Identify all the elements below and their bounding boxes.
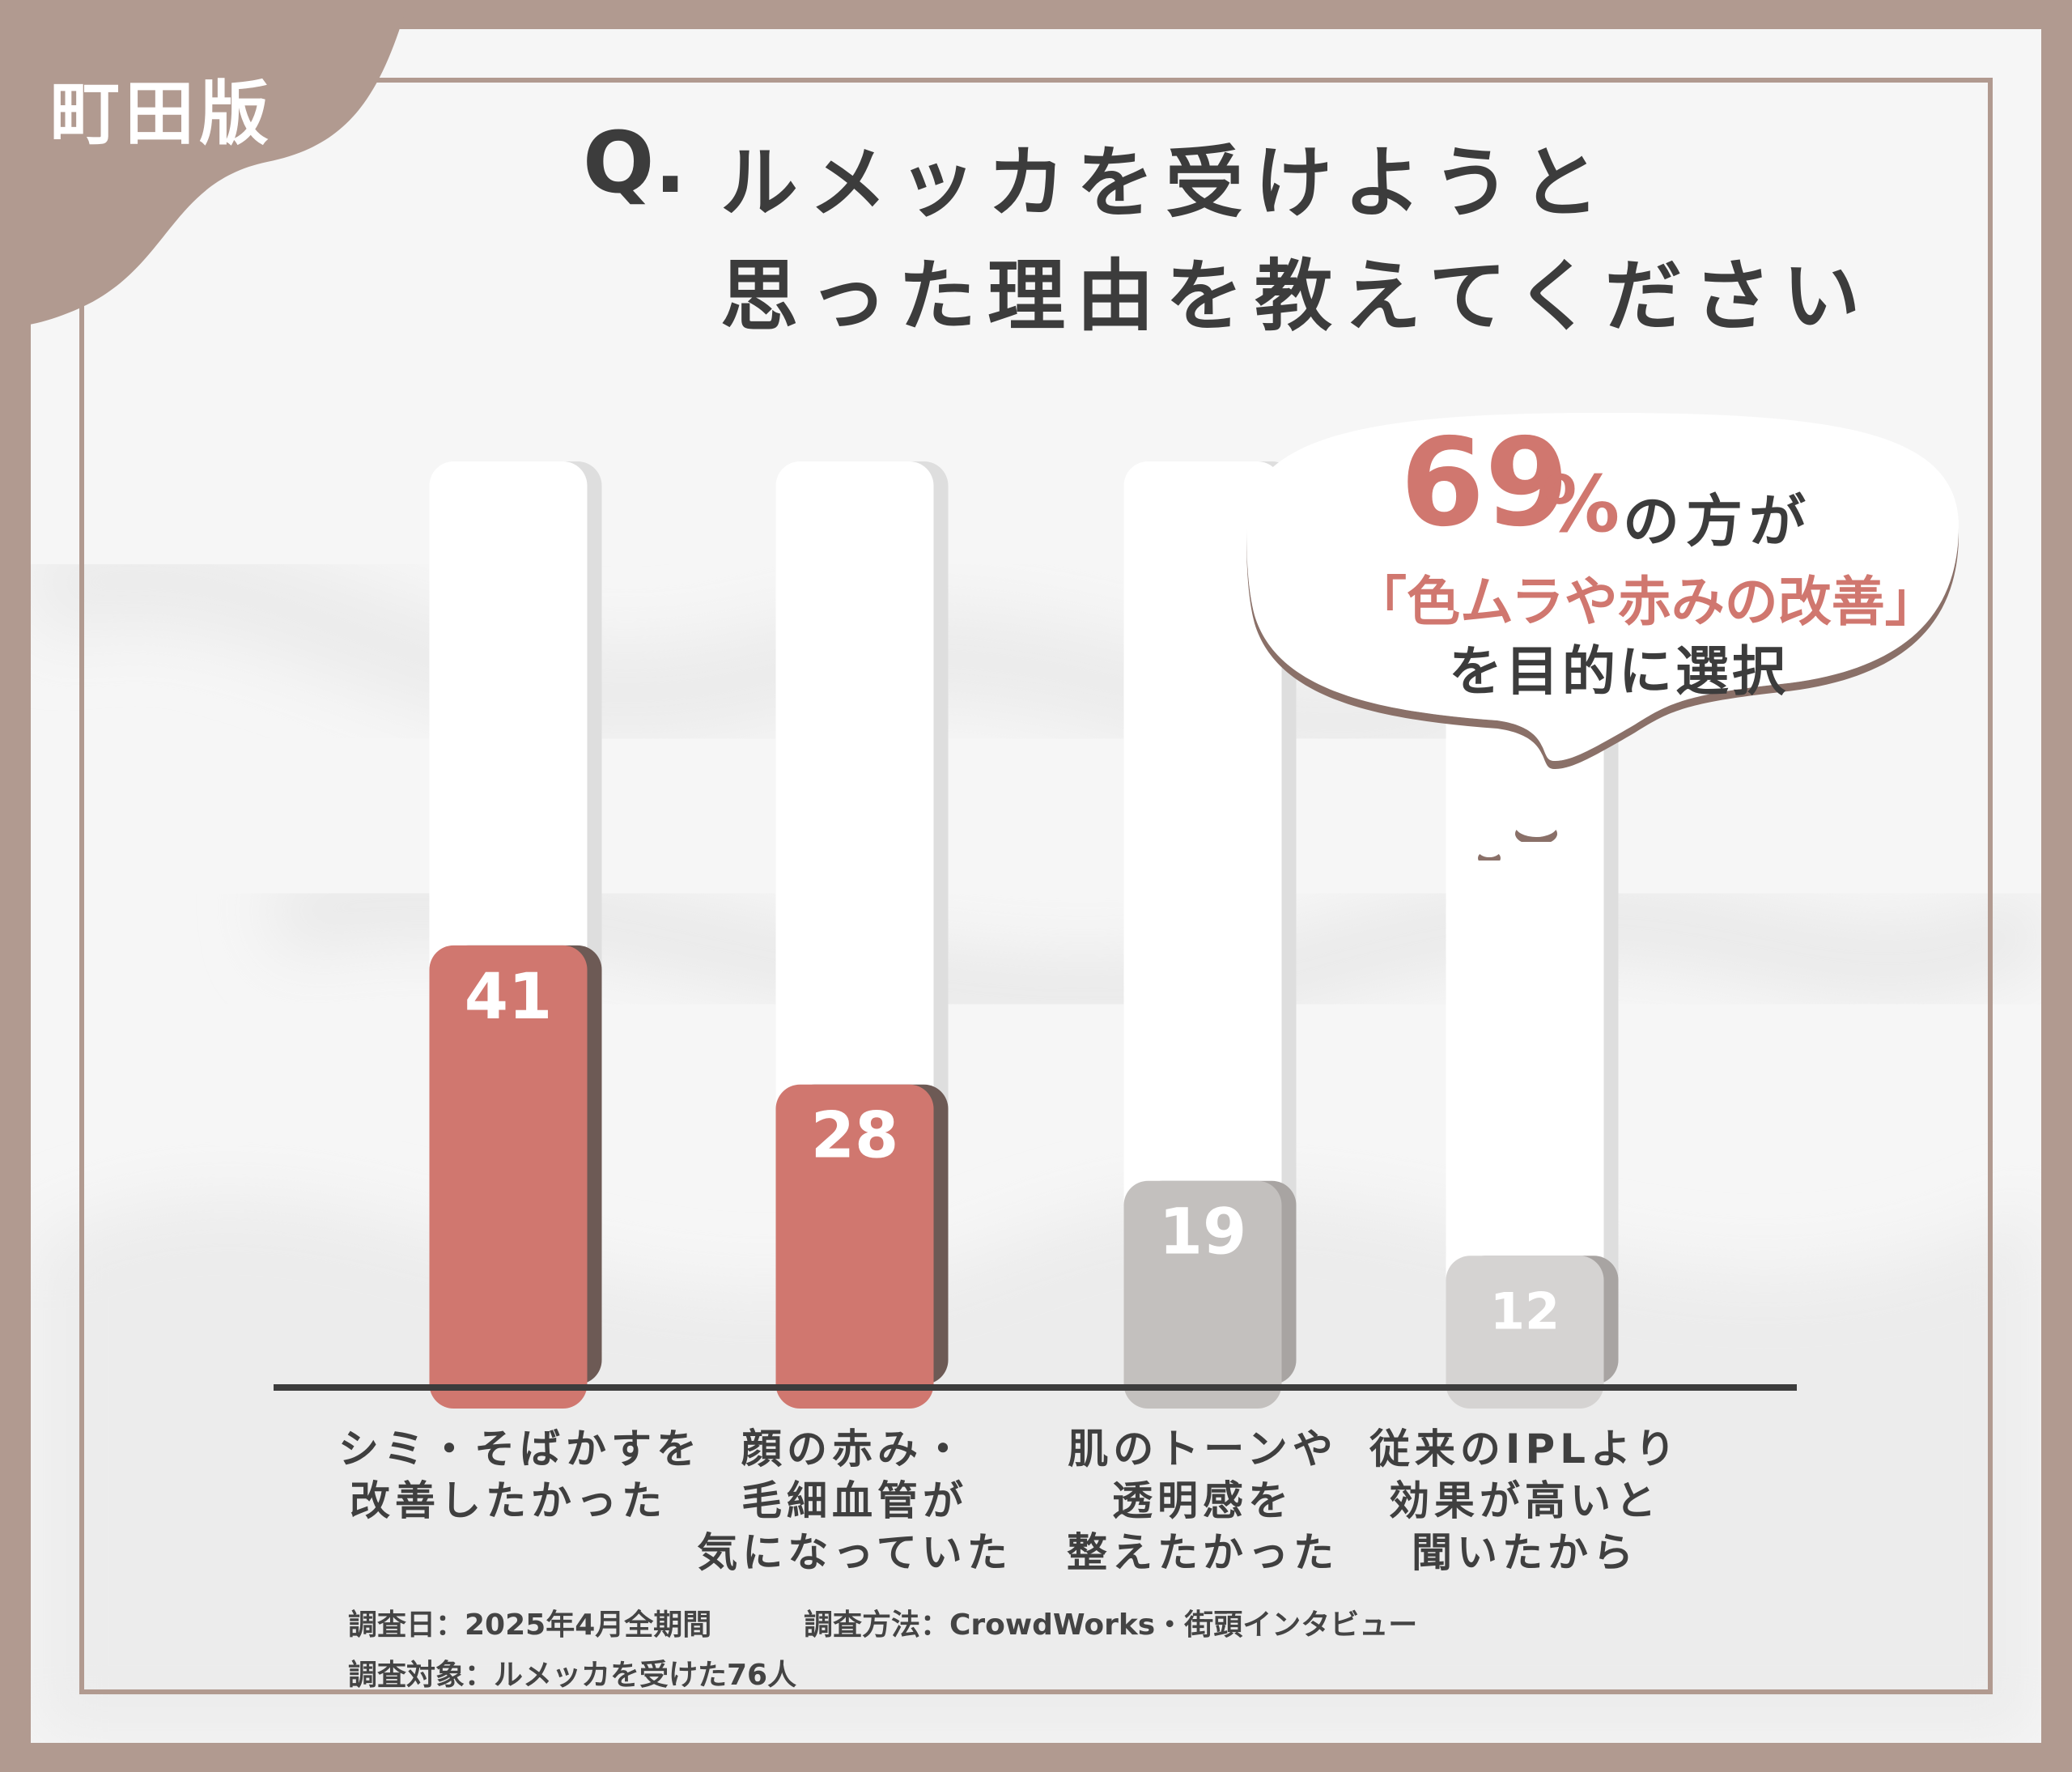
callout-text-2: 「色ムラや赤みの改善」 xyxy=(1353,571,1938,633)
survey-method: 調査方法：CrowdWorks・街頭インタビュー xyxy=(804,1608,1418,1642)
category-label-line: 効果が高いと xyxy=(1389,1477,1661,1524)
category-label-line: 毛細血管が xyxy=(741,1477,968,1524)
category-label: 肌のトーンや 透明感を整えたかった xyxy=(1033,1423,1373,1579)
region-badge: 町田版 xyxy=(50,74,274,155)
bar-value-label: 12 xyxy=(1490,1281,1560,1341)
bar-track xyxy=(1123,461,1282,1384)
corner-tab xyxy=(0,0,409,328)
category-label-line: 顔の赤み・ xyxy=(741,1426,968,1472)
category-label: シミ・そばかすを改善したかった xyxy=(338,1423,702,1527)
category-label: 顔の赤み・毛細血管が気になっていた xyxy=(685,1423,1025,1579)
card xyxy=(31,29,2041,1743)
category-label-line: 整えたかった xyxy=(1067,1529,1339,1576)
question-prefix: Q. xyxy=(583,113,686,212)
inner-frame xyxy=(79,78,1993,1694)
callout-percent-sign: % xyxy=(1542,459,1620,550)
category-label-line: 聞いたから xyxy=(1412,1529,1638,1576)
survey-target: 調査対象：ルメッカを受けた76人 xyxy=(348,1659,797,1692)
callout-percent-value: 69 xyxy=(1400,413,1569,554)
callout-text-1: の方が xyxy=(1623,488,1812,555)
question-title-line-1: ルメッカを受けようと xyxy=(720,138,1611,228)
category-label-line: 改善したかった xyxy=(350,1477,667,1524)
category-label-line: 気になっていた xyxy=(697,1529,1013,1576)
bar xyxy=(1123,1180,1282,1409)
bar xyxy=(775,1084,934,1409)
survey-date: 調査日：2025年4月全期間 xyxy=(348,1608,712,1642)
bar-value-label: 28 xyxy=(811,1100,899,1173)
bar-value-label: 41 xyxy=(465,961,553,1034)
category-label-line: シミ・そばかすを xyxy=(338,1426,702,1472)
category-label: 従来のIPLより 効果が高いと 聞いたから xyxy=(1355,1423,1695,1579)
category-label-line: 肌のトーンや xyxy=(1068,1426,1338,1472)
callout-bubble xyxy=(1246,413,1959,857)
callout-text-3: を目的に選択 xyxy=(1449,640,1789,703)
chart-baseline xyxy=(274,1384,1797,1391)
category-label-line: 従来のIPLより xyxy=(1369,1426,1681,1472)
bar xyxy=(429,945,588,1409)
question-title-line-2: 思った理由を教えてください xyxy=(720,251,1872,342)
bar-value-label: 19 xyxy=(1159,1196,1247,1269)
category-label-line: 透明感を xyxy=(1112,1477,1293,1524)
bar xyxy=(1446,1256,1604,1409)
